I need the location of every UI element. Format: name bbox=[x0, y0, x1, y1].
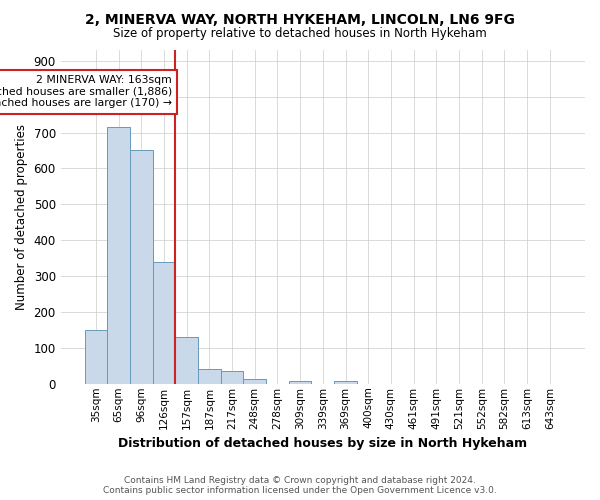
Text: 2, MINERVA WAY, NORTH HYKEHAM, LINCOLN, LN6 9FG: 2, MINERVA WAY, NORTH HYKEHAM, LINCOLN, … bbox=[85, 12, 515, 26]
Text: Size of property relative to detached houses in North Hykeham: Size of property relative to detached ho… bbox=[113, 28, 487, 40]
Bar bbox=[289, 381, 311, 384]
X-axis label: Distribution of detached houses by size in North Hykeham: Distribution of detached houses by size … bbox=[118, 437, 527, 450]
Y-axis label: Number of detached properties: Number of detached properties bbox=[15, 124, 28, 310]
Bar bbox=[107, 127, 130, 384]
Bar bbox=[334, 381, 357, 384]
Text: Contains HM Land Registry data © Crown copyright and database right 2024.
Contai: Contains HM Land Registry data © Crown c… bbox=[103, 476, 497, 495]
Bar bbox=[244, 380, 266, 384]
Bar bbox=[221, 371, 244, 384]
Text: 2 MINERVA WAY: 163sqm
← 92% of detached houses are smaller (1,886)
8% of semi-de: 2 MINERVA WAY: 163sqm ← 92% of detached … bbox=[0, 75, 172, 108]
Bar bbox=[175, 337, 198, 384]
Bar bbox=[85, 330, 107, 384]
Bar bbox=[152, 262, 175, 384]
Bar bbox=[198, 368, 221, 384]
Bar bbox=[130, 150, 152, 384]
